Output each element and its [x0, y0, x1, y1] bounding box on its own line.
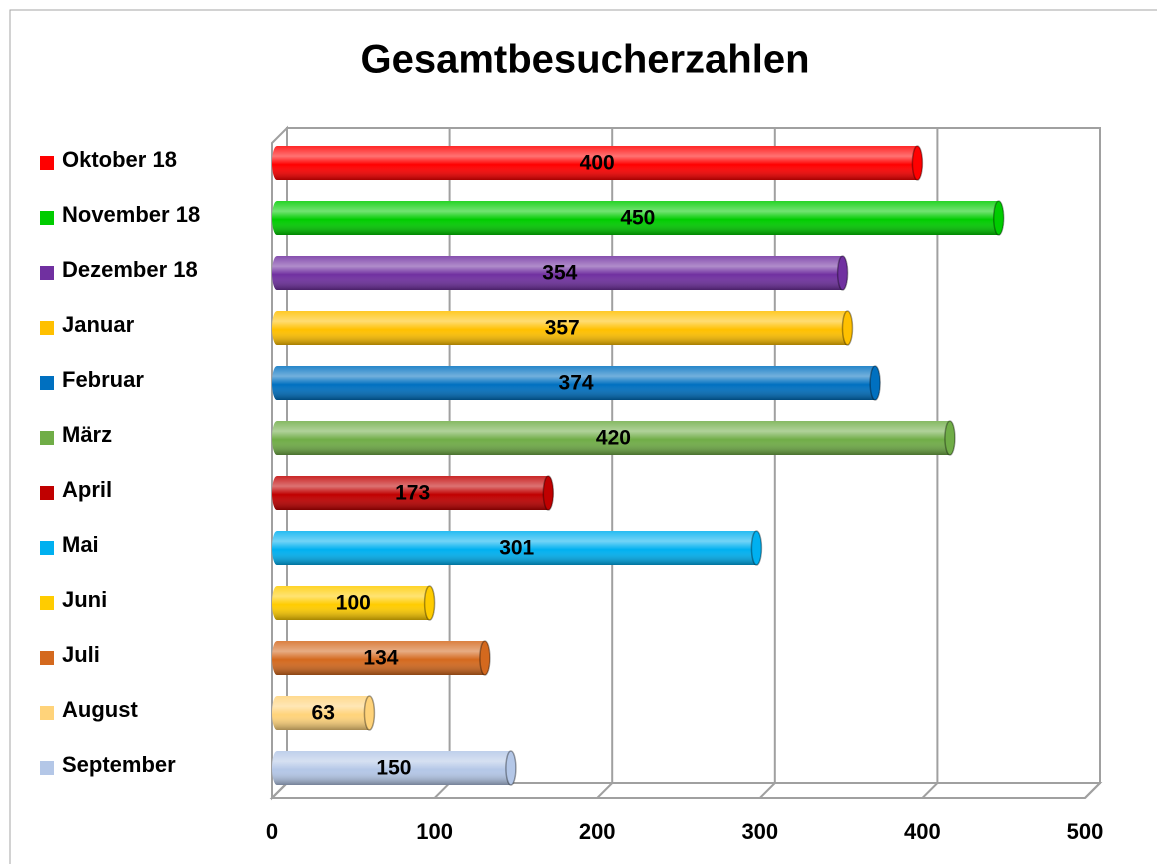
bar-cap	[363, 695, 376, 731]
legend-label: November 18	[62, 202, 200, 227]
legend-swatch	[40, 156, 54, 170]
bar-shading	[272, 311, 853, 345]
bar-shading	[272, 641, 490, 675]
x-tick-label: 500	[1067, 819, 1104, 844]
bar-cap	[841, 310, 854, 346]
bar-shading	[272, 751, 516, 785]
bar-shading	[272, 531, 762, 565]
legend-label: Februar	[62, 367, 144, 392]
legend-label: Oktober 18	[62, 147, 177, 172]
chart-title: Gesamtbesucherzahlen	[360, 38, 809, 82]
bar-cap	[911, 145, 924, 181]
x-tick-label: 100	[416, 819, 453, 844]
data-label: 450	[620, 207, 655, 230]
data-label: 357	[545, 317, 580, 340]
legend-swatch	[40, 211, 54, 225]
bar-shading	[272, 696, 375, 730]
bar-cap	[479, 640, 491, 676]
bar-shading	[272, 366, 881, 400]
legend-swatch	[40, 321, 54, 335]
bar-cap	[542, 475, 555, 511]
floor	[269, 782, 1103, 799]
bar-shading	[272, 476, 554, 510]
bar-cap	[869, 365, 881, 401]
legend-swatch	[40, 431, 54, 445]
data-label: 420	[596, 427, 631, 450]
floor-grid-line	[433, 782, 451, 799]
bar-cap	[944, 420, 956, 456]
data-label: 134	[363, 647, 398, 670]
bar-cap	[505, 750, 517, 786]
legend-swatch	[40, 596, 54, 610]
bar-cap	[992, 200, 1005, 236]
data-label: 354	[542, 262, 577, 285]
bar-shading	[272, 586, 435, 620]
bar-cap	[750, 530, 763, 566]
legend-label: März	[62, 422, 112, 447]
data-label: 374	[559, 372, 594, 395]
legend-label: August	[62, 697, 138, 722]
floor-grid-line	[759, 782, 776, 799]
legend-swatch	[40, 486, 54, 500]
bar-shading	[272, 201, 1004, 235]
legend-swatch	[40, 541, 54, 555]
bar-cap	[423, 585, 436, 621]
bar-shading	[272, 421, 955, 455]
legend-swatch	[40, 266, 54, 280]
x-tick-label: 300	[741, 819, 778, 844]
floor-grid-line	[1084, 782, 1101, 799]
x-tick-label: 0	[266, 819, 278, 844]
floor-grid-line	[921, 782, 939, 799]
data-label: 173	[395, 482, 430, 505]
legend-label: September	[62, 752, 176, 777]
bar-cap	[836, 255, 849, 291]
floor-grid-line	[271, 782, 288, 799]
data-label: 400	[580, 152, 615, 175]
legend-swatch	[40, 761, 54, 775]
legend-label: Juli	[62, 642, 100, 667]
legend-swatch	[40, 376, 54, 390]
legend-label: April	[62, 477, 112, 502]
legend-swatch	[40, 706, 54, 720]
legend-swatch	[40, 651, 54, 665]
legend-label: Juni	[62, 587, 107, 612]
chart-border	[9, 9, 1157, 864]
floor-grid-line	[596, 782, 613, 799]
x-tick-label: 200	[579, 819, 616, 844]
legend-label: Januar	[62, 312, 135, 337]
data-label: 150	[376, 757, 411, 780]
bar-shading	[272, 256, 848, 290]
data-label: 301	[499, 537, 534, 560]
x-tick-label: 400	[904, 819, 941, 844]
data-label: 100	[336, 592, 371, 615]
data-label: 63	[312, 702, 335, 725]
legend-label: Mai	[62, 532, 99, 557]
legend-label: Dezember 18	[62, 257, 198, 282]
bar-shading	[272, 146, 923, 180]
